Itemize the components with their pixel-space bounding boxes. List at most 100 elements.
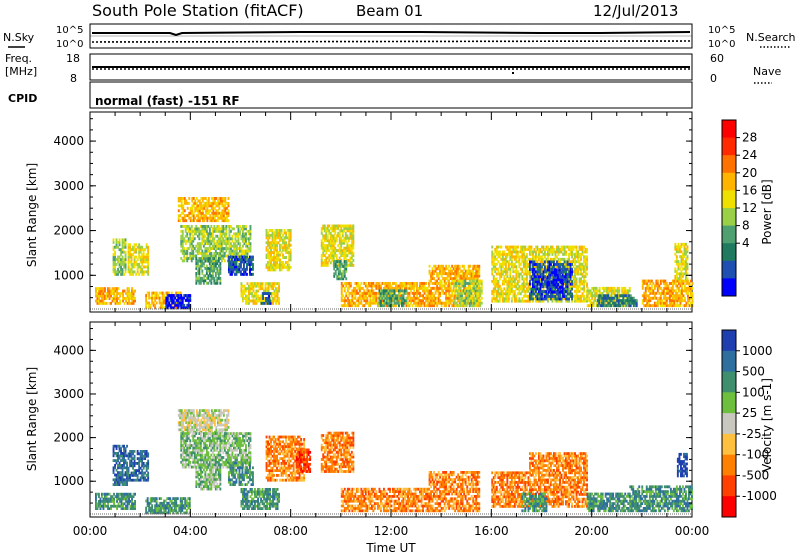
range-gate-cell	[267, 231, 269, 235]
range-gate-cell	[114, 265, 116, 269]
range-gate-cell	[135, 250, 138, 254]
range-gate-cell	[613, 289, 616, 293]
range-gate-cell	[320, 259, 323, 262]
range-gate-cell	[530, 275, 533, 279]
range-gate-cell	[565, 260, 567, 264]
range-gate-cell	[551, 292, 554, 296]
range-gate-cell	[461, 299, 464, 303]
range-gate-cell	[186, 225, 189, 228]
range-gate-cell	[223, 227, 226, 231]
range-gate-cell	[616, 289, 619, 293]
range-gate-cell	[196, 249, 199, 253]
range-gate-cell	[322, 244, 325, 248]
range-gate-cell	[463, 286, 466, 290]
range-gate-cell	[323, 259, 326, 262]
range-gate-cell	[515, 270, 518, 274]
range-gate-cell	[404, 284, 406, 288]
range-gate-cell	[222, 225, 225, 228]
range-gate-cell	[405, 296, 408, 300]
range-gate-cell	[145, 243, 148, 247]
range-gate-cell	[350, 224, 353, 228]
range-gate-cell	[416, 286, 418, 290]
range-gate-cell	[198, 252, 201, 255]
range-gate-cell	[360, 286, 363, 290]
range-gate-cell	[581, 272, 584, 276]
range-gate-cell	[214, 242, 217, 246]
range-gate-cell	[387, 286, 390, 290]
range-gate-cell	[215, 204, 218, 208]
range-gate-cell	[205, 272, 208, 275]
range-gate-cell	[195, 272, 198, 275]
range-gate-cell	[200, 197, 203, 200]
range-gate-cell	[516, 250, 519, 254]
range-gate-cell	[501, 282, 504, 286]
range-gate-cell	[456, 296, 459, 300]
range-gate-cell	[411, 291, 414, 295]
range-gate-cell	[349, 256, 352, 260]
range-gate-cell	[195, 229, 198, 233]
range-gate-cell	[401, 286, 403, 290]
range-gate-cell	[338, 229, 341, 233]
range-gate-cell	[142, 270, 145, 274]
range-gate-cell	[227, 204, 230, 208]
range-gate-cell	[147, 245, 150, 249]
range-gate-cell	[501, 257, 504, 261]
range-gate-cell	[229, 260, 232, 264]
range-gate-cell	[464, 286, 467, 290]
range-gate-cell	[536, 260, 539, 264]
range-gate-cell	[350, 229, 353, 233]
range-gate-cell	[557, 273, 559, 277]
range-gate-cell	[149, 306, 152, 310]
range-gate-cell	[624, 286, 627, 290]
range-gate-cell	[513, 248, 516, 251]
range-gate-cell	[343, 239, 346, 243]
range-gate-cell	[192, 234, 195, 238]
range-gate-cell	[566, 299, 569, 303]
range-gate-cell	[222, 204, 225, 208]
range-gate-cell	[132, 253, 134, 257]
range-gate-cell	[467, 269, 470, 273]
range-gate-cell	[521, 287, 524, 291]
range-gate-cell	[384, 289, 387, 293]
range-gate-cell	[392, 286, 394, 290]
range-gate-cell	[458, 286, 461, 290]
range-gate-cell	[155, 291, 158, 295]
range-gate-cell	[466, 274, 469, 278]
range-gate-cell	[521, 282, 524, 286]
range-gate-cell	[542, 248, 545, 251]
range-gate-cell	[578, 277, 581, 281]
range-gate-cell	[550, 285, 552, 289]
range-gate-cell	[198, 259, 201, 263]
range-gate-cell	[384, 282, 387, 285]
range-gate-cell	[274, 246, 277, 250]
range-gate-cell	[390, 299, 393, 303]
range-gate-cell	[269, 301, 272, 305]
range-gate-cell	[113, 289, 115, 293]
range-gate-cell	[615, 296, 618, 300]
range-gate-cell	[121, 243, 124, 247]
range-gate-cell	[342, 269, 345, 273]
range-gate-cell	[554, 273, 556, 277]
range-gate-cell	[219, 281, 222, 285]
range-gate-cell	[177, 209, 180, 213]
range-gate-cell	[563, 277, 566, 281]
range-gate-cell	[497, 287, 500, 291]
range-gate-cell	[210, 254, 213, 258]
range-gate-cell	[211, 269, 214, 273]
range-gate-cell	[194, 209, 197, 213]
range-gate-cell	[210, 239, 213, 243]
range-gate-cell	[323, 249, 326, 252]
range-gate-cell	[498, 262, 501, 266]
range-gate-cell	[622, 289, 625, 293]
range-gate-cell	[212, 214, 215, 218]
range-gate-cell	[248, 247, 250, 250]
range-gate-cell	[458, 301, 461, 305]
range-gate-cell	[273, 236, 275, 240]
range-gate-cell	[455, 282, 458, 285]
range-gate-cell	[491, 260, 494, 264]
range-gate-cell	[243, 287, 246, 291]
range-gate-cell	[180, 216, 183, 220]
range-gate-cell	[138, 263, 141, 266]
range-gate-cell	[575, 265, 578, 269]
range-gate-cell	[431, 272, 434, 276]
